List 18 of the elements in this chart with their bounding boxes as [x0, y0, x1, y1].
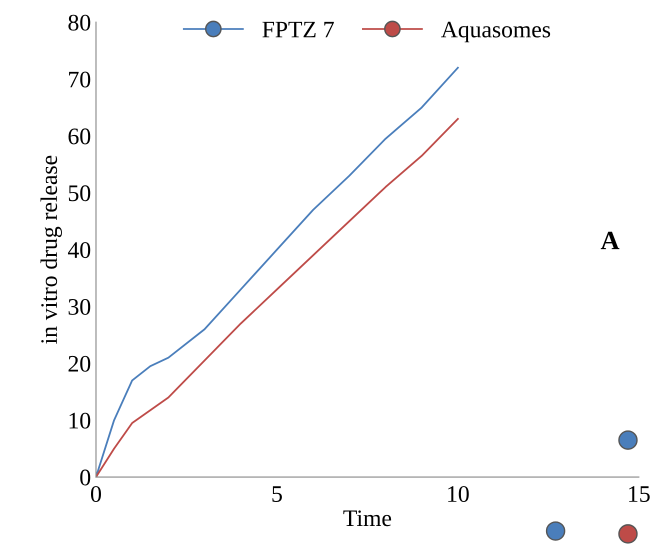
- legend-label: Aquasomes: [441, 22, 550, 42]
- y-tick-label: 50: [68, 185, 90, 202]
- y-tick-label: 70: [69, 72, 90, 88]
- legend-label: FPTZ 7: [262, 22, 334, 38]
- y-tick-label: 0: [80, 470, 90, 486]
- x-tick-label: 15: [629, 486, 650, 502]
- y-axis-title: in vitro drug release: [40, 156, 62, 344]
- y-tick-label: 40: [68, 242, 90, 258]
- y-tick-label: 10: [70, 412, 90, 429]
- x-tick-label: 10: [448, 486, 469, 502]
- x-tick-label: 5: [272, 486, 282, 502]
- annotation: A: [600, 232, 620, 250]
- y-tick-label: 30: [68, 298, 90, 315]
- y-tick-label: 80: [68, 14, 90, 31]
- x-tick-label: 0: [90, 486, 101, 502]
- y-tick-label: 60: [68, 128, 90, 144]
- x-axis-title: Time: [343, 510, 392, 526]
- y-tick-label: 20: [68, 356, 90, 372]
